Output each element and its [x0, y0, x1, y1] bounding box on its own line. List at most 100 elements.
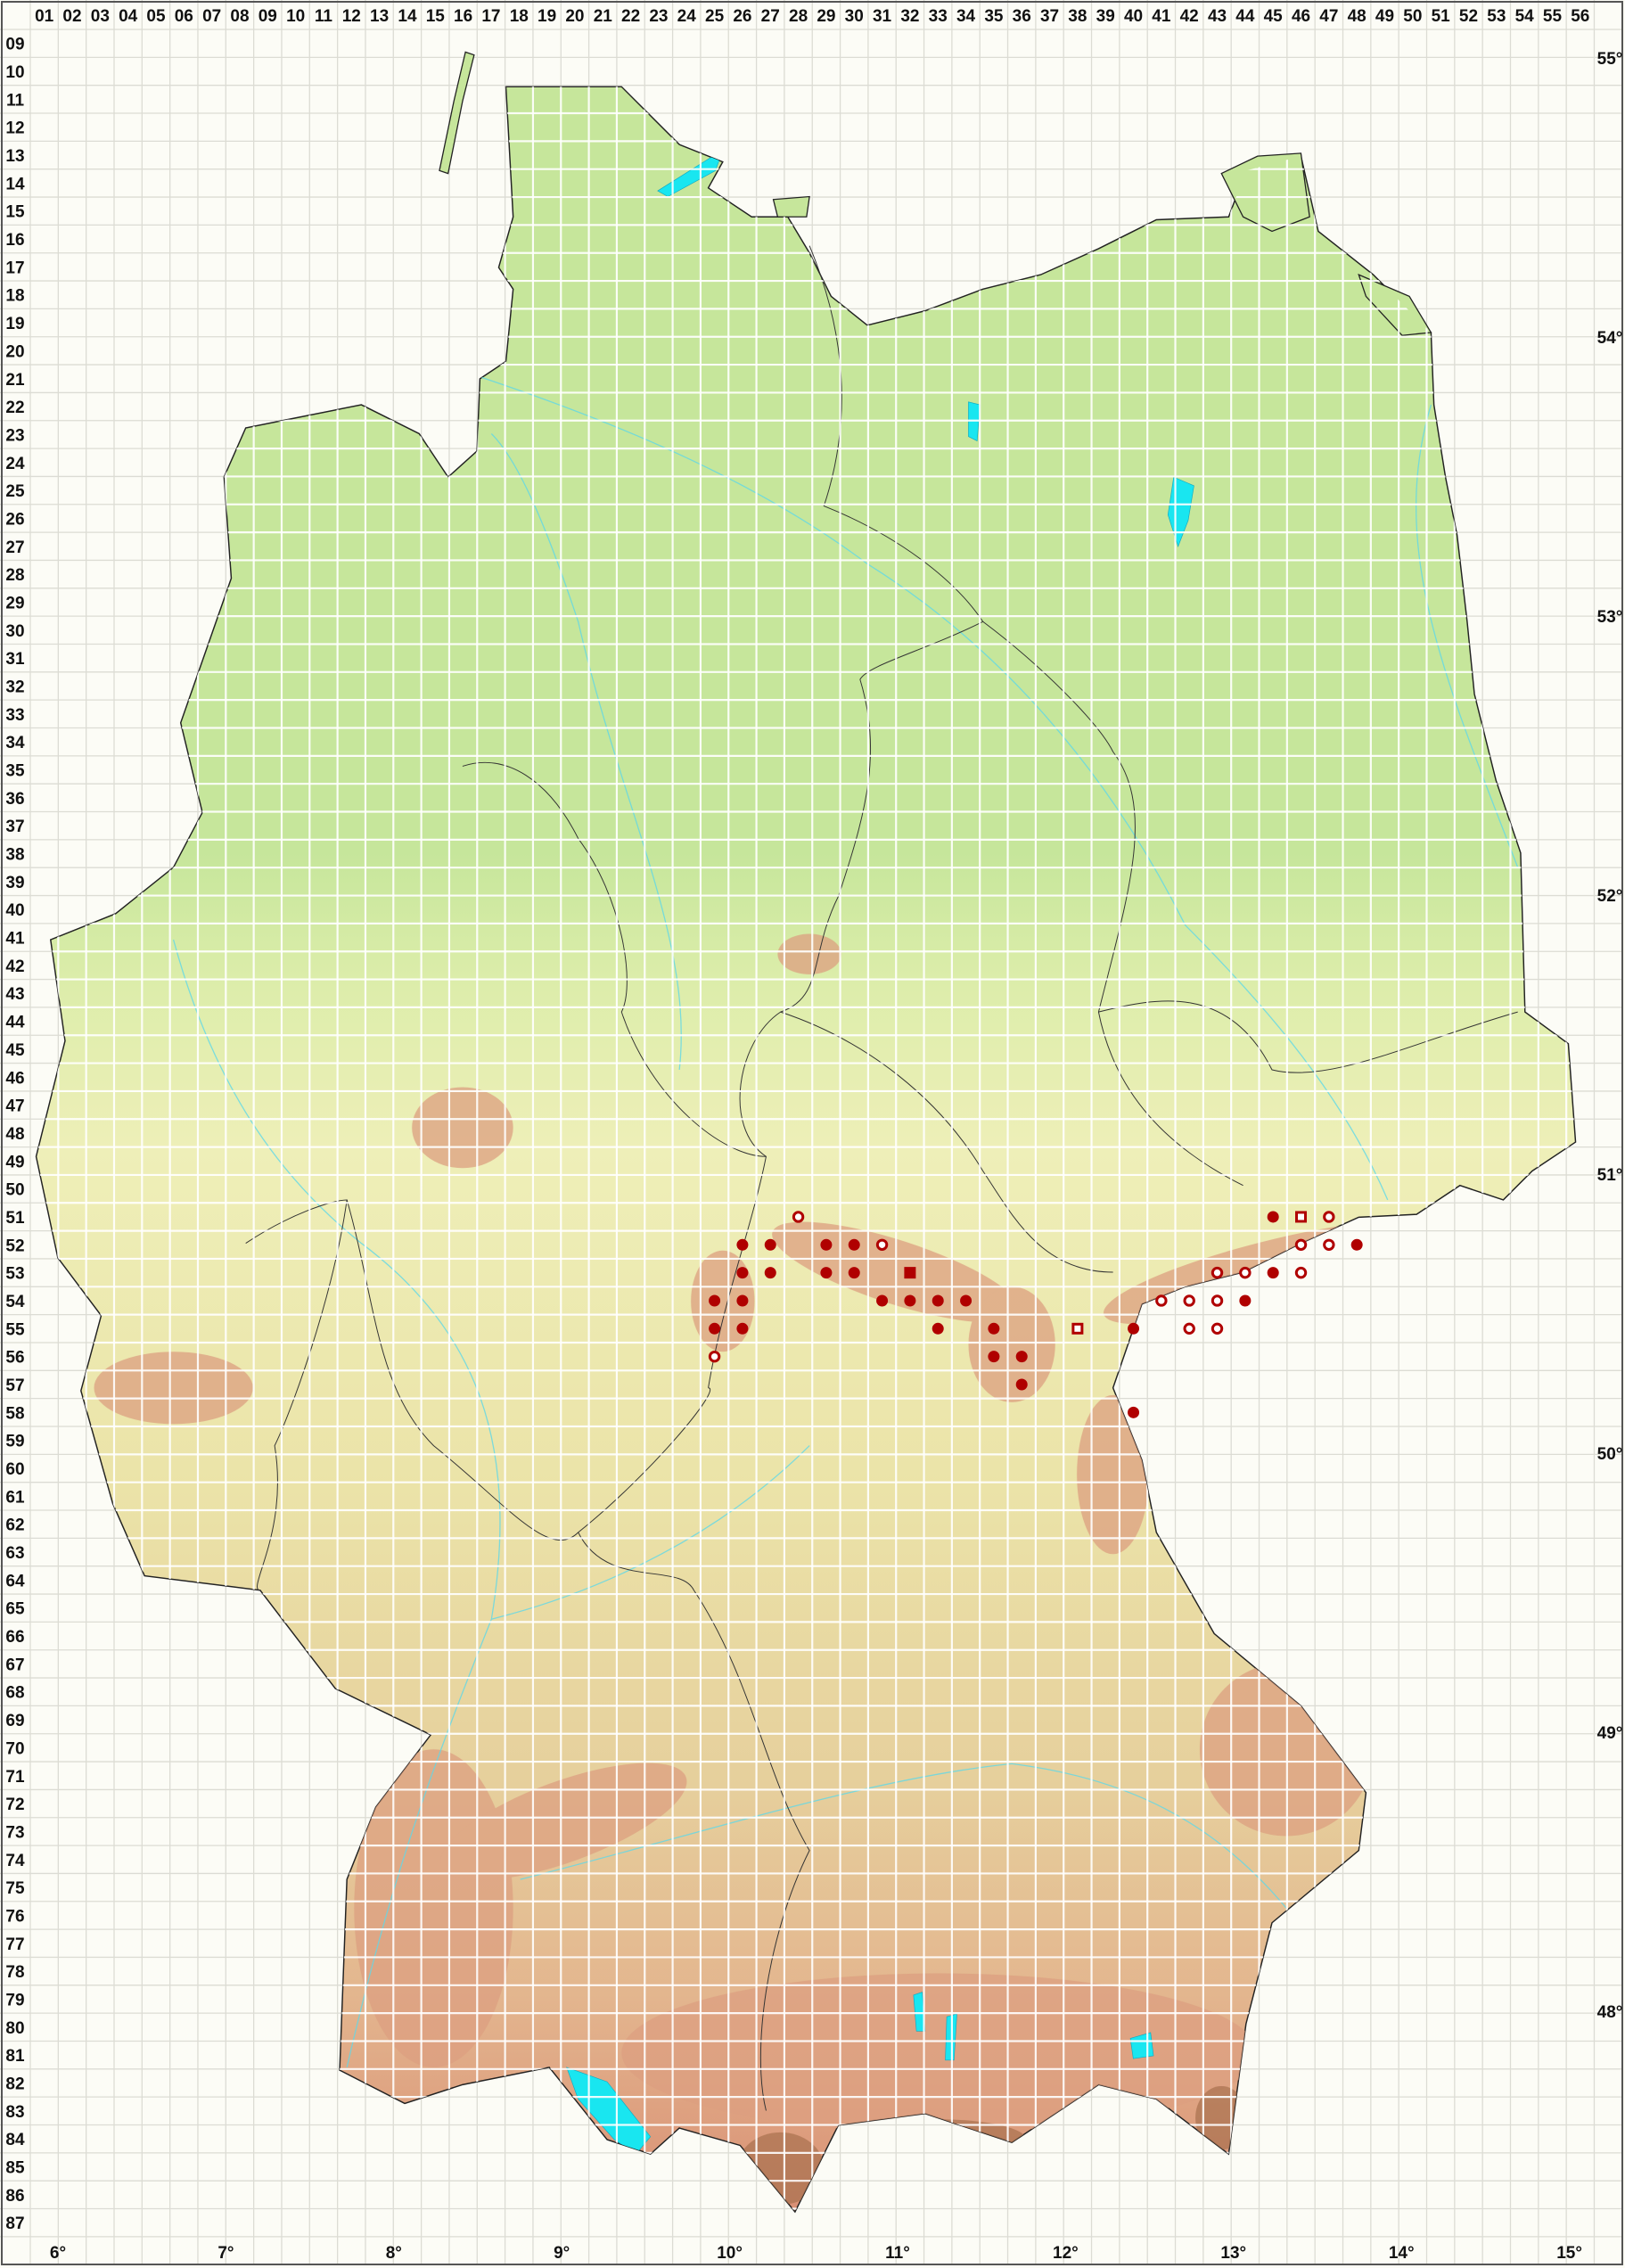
relief-frankenwald	[968, 1286, 1055, 1402]
longitude-label: 8°	[386, 2244, 402, 2263]
row-label: 82	[5, 2075, 24, 2093]
row-label: 42	[5, 957, 24, 976]
row-label: 13	[5, 147, 24, 166]
column-label: 08	[230, 7, 249, 26]
longitude-labels: 6° 7° 8° 9° 10° 11° 12° 13° 14° 15°	[50, 2244, 1582, 2263]
row-label: 85	[5, 2159, 25, 2178]
relief-swabian-jura	[440, 1763, 687, 1880]
marker-open-circle	[1294, 1238, 1308, 1251]
row-label: 26	[5, 510, 24, 529]
column-label: 15	[426, 7, 446, 26]
marker-open-circle	[1323, 1211, 1335, 1223]
longitude-label: 12°	[1053, 2244, 1079, 2263]
relief-rothaar	[412, 1087, 513, 1169]
column-label: 04	[119, 7, 138, 26]
row-label: 23	[5, 426, 24, 445]
column-label: 44	[1235, 7, 1255, 26]
marker-open-circle	[1211, 1322, 1224, 1335]
column-label: 54	[1515, 7, 1535, 26]
column-label: 26	[733, 7, 751, 26]
marker-filled-circle	[736, 1267, 749, 1279]
relief-oberpfalz	[1077, 1394, 1150, 1555]
sylt-island	[439, 51, 475, 175]
row-label: 87	[5, 2215, 24, 2233]
column-label: 25	[705, 7, 725, 26]
column-label: 12	[342, 7, 361, 26]
row-label: 53	[5, 1265, 24, 1284]
row-label: 11	[6, 91, 25, 110]
column-label: 50	[1403, 7, 1422, 26]
column-label: 37	[1040, 7, 1059, 26]
row-label: 50	[5, 1181, 24, 1200]
longitude-label: 7°	[217, 2244, 234, 2263]
column-label: 13	[370, 7, 389, 26]
occurrence-markers	[708, 1211, 1363, 1418]
row-label: 29	[5, 594, 24, 612]
marker-filled-circle	[764, 1267, 776, 1279]
row-label: 45	[5, 1041, 25, 1060]
row-label: 48	[5, 1125, 24, 1144]
fehmarn-island	[772, 195, 810, 218]
row-label: 81	[5, 2047, 25, 2066]
column-label: 24	[677, 7, 697, 26]
row-label: 79	[5, 1991, 24, 2009]
column-label: 56	[1571, 7, 1589, 26]
column-label: 42	[1180, 7, 1199, 26]
row-label: 83	[5, 2103, 24, 2122]
row-label: 75	[5, 1879, 25, 1898]
row-label: 41	[5, 930, 25, 949]
row-label: 56	[5, 1349, 24, 1368]
column-label: 27	[761, 7, 780, 26]
column-label: 18	[510, 7, 529, 26]
marker-filled-circle	[904, 1294, 916, 1307]
column-label: 40	[1124, 7, 1143, 26]
marker-filled-circle	[709, 1322, 721, 1335]
latitude-label: 52°	[1597, 887, 1623, 906]
marker-filled-circle	[1015, 1378, 1028, 1391]
marker-open-circle	[1211, 1294, 1224, 1307]
column-label: 52	[1459, 7, 1478, 26]
row-label: 60	[5, 1460, 24, 1479]
column-label: 38	[1068, 7, 1087, 26]
row-label: 37	[5, 818, 24, 836]
column-label: 10	[286, 7, 305, 26]
column-label: 36	[1013, 7, 1031, 26]
row-label: 22	[5, 399, 24, 417]
row-label: 09	[5, 36, 24, 54]
row-label: 25	[5, 482, 25, 501]
marker-filled-circle	[848, 1238, 860, 1251]
column-label: 34	[956, 7, 976, 26]
row-label: 39	[5, 874, 24, 892]
longitude-label: 11°	[885, 2244, 910, 2263]
column-label: 20	[565, 7, 584, 26]
column-label: 03	[91, 7, 110, 26]
marker-open-circle	[792, 1211, 805, 1223]
row-label: 57	[5, 1376, 24, 1395]
column-label: 35	[984, 7, 1004, 26]
row-label: 62	[5, 1516, 24, 1535]
row-label: 10	[5, 63, 24, 82]
marker-filled-circle	[1350, 1238, 1363, 1251]
row-label: 64	[5, 1572, 25, 1590]
row-label: 46	[5, 1069, 24, 1088]
latitude-label: 54°	[1597, 329, 1623, 348]
row-label: 74	[5, 1852, 25, 1870]
row-label: 51	[5, 1209, 25, 1228]
column-label: 22	[621, 7, 640, 26]
marker-filled-circle	[1267, 1211, 1279, 1223]
marker-filled-circle	[709, 1294, 721, 1307]
row-label: 67	[5, 1656, 24, 1674]
column-label: 01	[35, 7, 54, 26]
column-label: 51	[1432, 7, 1451, 26]
row-label: 78	[5, 1963, 24, 1982]
marker-open-circle	[1183, 1322, 1195, 1335]
column-label: 33	[929, 7, 948, 26]
row-label: 86	[5, 2187, 24, 2206]
column-label: 06	[175, 7, 193, 26]
row-label: 30	[5, 622, 24, 641]
row-label: 24	[5, 455, 25, 473]
marker-filled-circle	[988, 1322, 1000, 1335]
row-label: 73	[5, 1823, 24, 1842]
